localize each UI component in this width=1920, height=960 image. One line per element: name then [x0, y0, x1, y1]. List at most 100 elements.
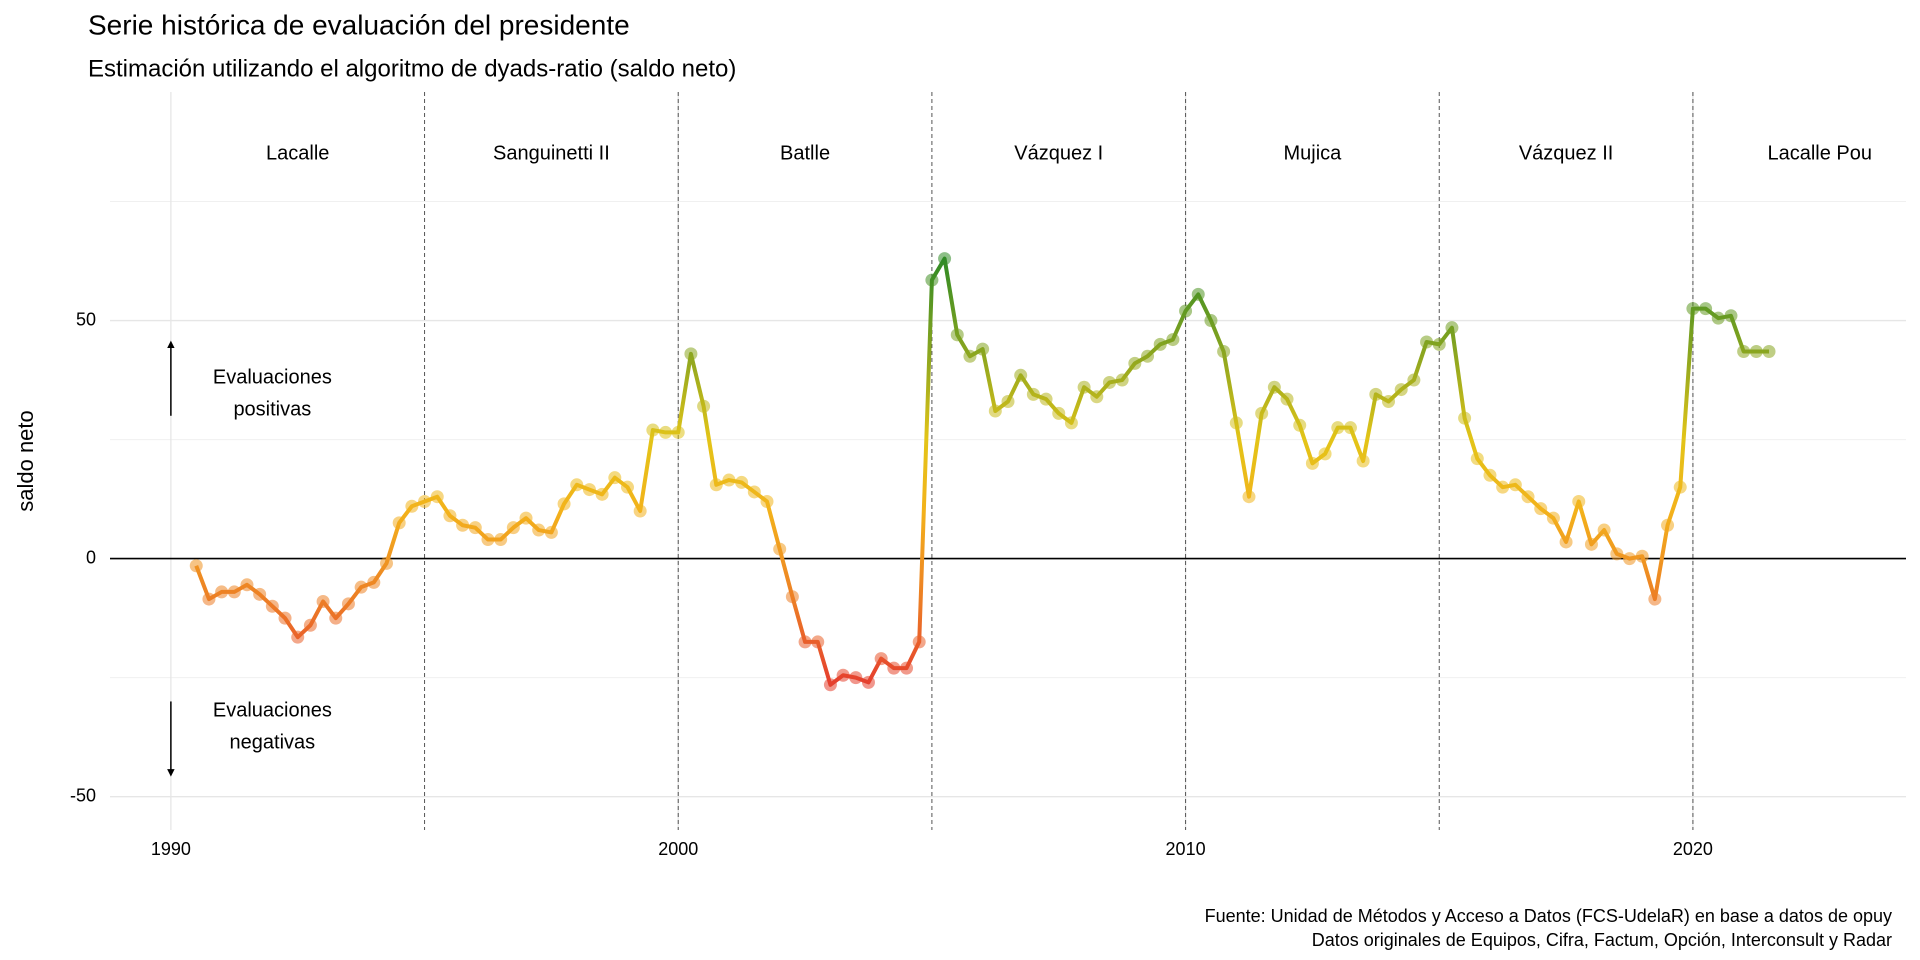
data-point	[341, 597, 355, 611]
chart-title: Serie histórica de evaluación del presid…	[88, 9, 630, 40]
annotation-line: positivas	[233, 399, 311, 421]
data-point	[1343, 421, 1357, 435]
data-point	[215, 585, 229, 599]
data-point	[735, 475, 749, 489]
annotation: Evaluaciones negativas	[213, 700, 332, 754]
data-point	[1610, 547, 1624, 561]
data-point	[1762, 344, 1776, 358]
data-point	[1724, 309, 1738, 323]
data-point	[988, 404, 1002, 418]
data-point	[963, 349, 977, 363]
data-point	[1597, 523, 1611, 537]
chart-subtitle: Estimación utilizando el algoritmo de dy…	[88, 55, 736, 82]
data-point	[494, 533, 508, 547]
data-point	[620, 480, 634, 494]
data-point	[1496, 480, 1510, 494]
data-point	[1166, 333, 1180, 347]
annotation: Evaluaciones positivas	[213, 367, 332, 421]
data-point	[1432, 337, 1446, 351]
data-point	[1559, 535, 1573, 549]
data-point	[1470, 452, 1484, 466]
data-point	[456, 518, 470, 532]
data-point	[697, 399, 711, 413]
data-point	[532, 523, 546, 537]
data-point	[684, 347, 698, 361]
data-point	[633, 504, 647, 518]
annotation-line: Evaluaciones	[213, 700, 332, 722]
data-point	[570, 478, 584, 492]
data-point	[481, 533, 495, 547]
data-point	[1217, 344, 1231, 358]
y-axis-label: saldo neto	[13, 410, 38, 512]
y-tick-label: 0	[86, 547, 96, 567]
data-point	[976, 342, 990, 356]
data-point	[265, 599, 279, 613]
x-tick-label: 2010	[1166, 839, 1206, 859]
data-point	[1737, 344, 1751, 358]
data-point	[1673, 480, 1687, 494]
data-point	[1407, 373, 1421, 387]
data-point	[1090, 390, 1104, 404]
data-point	[367, 575, 381, 589]
data-point	[722, 473, 736, 487]
y-tick-label: 50	[76, 309, 96, 329]
data-point	[925, 273, 939, 287]
data-point	[836, 668, 850, 682]
data-point	[1052, 406, 1066, 420]
data-point	[1622, 552, 1636, 566]
data-point	[1534, 502, 1548, 516]
data-point	[1141, 349, 1155, 363]
data-point	[227, 585, 241, 599]
data-point	[1115, 373, 1129, 387]
data-point	[519, 511, 533, 525]
period-label: Mujica	[1284, 142, 1343, 164]
data-point	[1242, 490, 1256, 504]
data-point	[1179, 304, 1193, 318]
data-point	[468, 521, 482, 535]
data-point	[1077, 380, 1091, 394]
data-point	[1204, 314, 1218, 328]
data-point	[1445, 321, 1459, 335]
data-point	[1026, 387, 1040, 401]
data-point	[506, 521, 520, 535]
data-point	[849, 671, 863, 685]
period-label: Sanguinetti II	[493, 142, 610, 164]
data-point	[1280, 392, 1294, 406]
data-point	[1318, 447, 1332, 461]
data-point	[1394, 383, 1408, 397]
data-point	[278, 611, 292, 625]
data-point	[1293, 418, 1307, 432]
caption: Fuente: Unidad de Métodos y Acceso a Dat…	[1205, 906, 1892, 926]
data-point	[1686, 302, 1700, 316]
data-point	[1420, 335, 1434, 349]
data-point	[430, 490, 444, 504]
data-point	[240, 578, 254, 592]
data-point	[646, 423, 660, 437]
data-point	[1014, 368, 1028, 382]
data-point	[1458, 411, 1472, 425]
data-point	[798, 635, 812, 649]
data-point	[608, 471, 622, 485]
period-label: Batlle	[780, 142, 830, 164]
data-point	[1749, 344, 1763, 358]
data-point	[405, 499, 419, 513]
data-point	[912, 635, 926, 649]
annotation-line: negativas	[230, 732, 316, 754]
data-point	[811, 635, 825, 649]
period-label: Vázquez I	[1014, 142, 1103, 164]
data-point	[557, 497, 571, 511]
x-tick-label: 2000	[658, 839, 698, 859]
data-point	[303, 618, 317, 632]
data-point	[202, 592, 216, 606]
data-point	[874, 652, 888, 666]
data-point	[861, 675, 875, 689]
series-line	[194, 256, 1770, 687]
data-point	[950, 328, 964, 342]
data-point	[354, 580, 368, 594]
data-point	[760, 494, 774, 508]
data-point	[392, 516, 406, 530]
data-point	[1711, 311, 1725, 325]
data-point	[189, 559, 203, 573]
period-label: Lacalle	[266, 142, 329, 164]
data-point	[1369, 387, 1383, 401]
